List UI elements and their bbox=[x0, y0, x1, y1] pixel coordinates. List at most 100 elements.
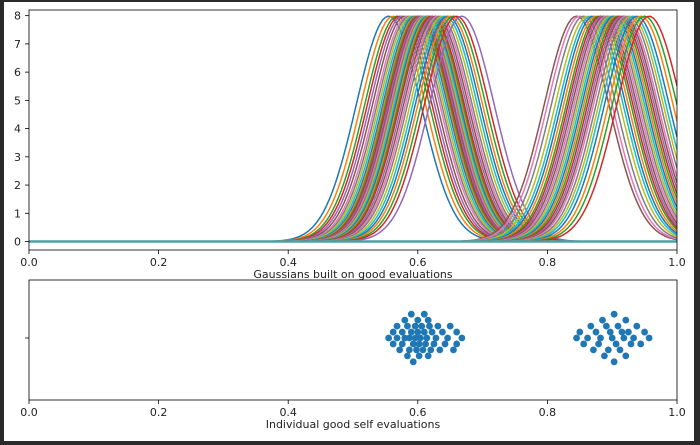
swarm-point bbox=[407, 328, 415, 336]
swarm-point bbox=[625, 328, 632, 336]
swarm-point bbox=[458, 334, 466, 342]
swarm-point bbox=[434, 322, 442, 330]
swarm-point bbox=[411, 334, 419, 342]
swarm-point bbox=[393, 322, 401, 330]
swarm-point bbox=[407, 310, 415, 318]
swarm-point bbox=[450, 346, 457, 354]
swarm-point bbox=[576, 328, 584, 336]
x-tick-label: 0.0 bbox=[20, 256, 38, 269]
gaussians-axes: 0 1 2 3 4 5 6 7 8 0.0 0.2 0.4 0.6 0.8 1.0 Gaussians bui… bbox=[14, 9, 686, 281]
swarm-point bbox=[427, 346, 435, 354]
swarm-point bbox=[415, 352, 423, 360]
swarm-point bbox=[436, 346, 444, 354]
gaussian-curves bbox=[29, 15, 677, 243]
swarm-point bbox=[587, 322, 595, 330]
swarm-point bbox=[430, 340, 438, 348]
swarm-point bbox=[446, 322, 454, 330]
swarm-point bbox=[428, 328, 436, 336]
gaussians-frame bbox=[28, 9, 678, 251]
swarm-point bbox=[420, 310, 428, 318]
x-tick-label: 0.6 bbox=[409, 256, 427, 269]
gaussians-xlabel: Gaussians built on good evaluations bbox=[253, 268, 453, 281]
swarm-point bbox=[597, 334, 604, 342]
x-tick-label: 0.2 bbox=[150, 406, 168, 419]
swarm-point bbox=[610, 310, 618, 318]
swarm-point bbox=[633, 322, 641, 330]
swarm-point bbox=[641, 328, 648, 336]
swarm-point bbox=[453, 340, 461, 348]
swarm-point bbox=[411, 322, 419, 330]
swarm-point bbox=[398, 340, 406, 348]
x-tick-label: 0.8 bbox=[539, 406, 557, 419]
swarm-point bbox=[595, 340, 602, 348]
y-tick-label: 3 bbox=[14, 151, 21, 164]
swarm-point bbox=[398, 328, 406, 336]
x-tick-label: 1.0 bbox=[668, 406, 686, 419]
swarm-point bbox=[415, 340, 423, 348]
y-tick-label: 4 bbox=[14, 123, 21, 136]
swarm-point bbox=[618, 328, 626, 336]
swarm-frame bbox=[28, 279, 678, 401]
x-tick-label: 0.4 bbox=[279, 256, 297, 269]
swarm-point bbox=[620, 334, 628, 342]
swarm-point bbox=[614, 322, 622, 330]
swarm-point bbox=[608, 334, 616, 342]
swarm-point bbox=[599, 316, 606, 324]
x-tick-label: 0.2 bbox=[150, 256, 168, 269]
swarm-point bbox=[396, 346, 404, 354]
y-tick-label: 8 bbox=[14, 10, 21, 23]
swarm-point bbox=[401, 316, 409, 324]
swarm-point bbox=[409, 340, 417, 348]
swarm-point bbox=[389, 340, 397, 348]
swarm-point bbox=[414, 316, 422, 324]
swarm-point bbox=[385, 334, 393, 342]
swarm-point bbox=[439, 328, 446, 336]
y-tick-label: 6 bbox=[14, 66, 21, 79]
swarm-point bbox=[389, 328, 397, 336]
swarm-point bbox=[602, 322, 610, 330]
swarm-point bbox=[413, 346, 420, 354]
swarm-point bbox=[393, 334, 401, 342]
swarm-point bbox=[404, 352, 411, 360]
swarm-point bbox=[424, 316, 432, 324]
swarm-point bbox=[405, 346, 413, 354]
swarm-points bbox=[385, 310, 653, 366]
swarm-point bbox=[404, 322, 411, 330]
swarm-point bbox=[453, 328, 461, 336]
swarm-point bbox=[432, 334, 440, 342]
swarm-point bbox=[590, 346, 597, 354]
y-tick-label: 5 bbox=[14, 94, 21, 107]
swarm-point bbox=[630, 334, 637, 342]
swarm-point bbox=[419, 346, 427, 354]
swarm-point bbox=[420, 328, 428, 336]
figure: 0 1 2 3 4 5 6 7 8 0.0 0.2 0.4 0.6 0.8 1.0 Gaussians bui… bbox=[4, 2, 694, 441]
x-tick-label: 0.4 bbox=[279, 406, 297, 419]
swarm-point bbox=[622, 352, 630, 360]
x-tick-label: 0.6 bbox=[409, 406, 427, 419]
swarm-point bbox=[414, 328, 422, 336]
swarm-xlabel: Individual good self evaluations bbox=[266, 418, 441, 431]
swarm-point bbox=[601, 352, 608, 360]
swarm-point bbox=[573, 334, 580, 342]
swarm-point bbox=[637, 340, 645, 348]
swarm-point bbox=[622, 316, 630, 324]
x-tick-label: 0.8 bbox=[539, 256, 557, 269]
swarm-point bbox=[645, 334, 653, 342]
swarm-point bbox=[616, 346, 624, 354]
swarm-point bbox=[610, 358, 618, 366]
x-tick-label: 1.0 bbox=[668, 256, 686, 269]
swarm-point bbox=[409, 358, 417, 366]
swarm-point bbox=[423, 334, 431, 342]
swarm-point bbox=[627, 340, 635, 348]
swarm-point bbox=[441, 340, 449, 348]
y-tick-label: 2 bbox=[14, 179, 21, 192]
x-tick-label: 0.0 bbox=[20, 406, 38, 419]
swarm-point bbox=[426, 322, 433, 330]
swarm-point bbox=[592, 328, 600, 336]
swarm-point bbox=[416, 334, 424, 342]
chart-canvas: 0 1 2 3 4 5 6 7 8 0.0 0.2 0.4 0.6 0.8 1.0 Gaussians bui… bbox=[14, 9, 686, 431]
swarm-point bbox=[418, 322, 426, 330]
swarm-point bbox=[584, 334, 591, 342]
swarm-point bbox=[405, 334, 413, 342]
